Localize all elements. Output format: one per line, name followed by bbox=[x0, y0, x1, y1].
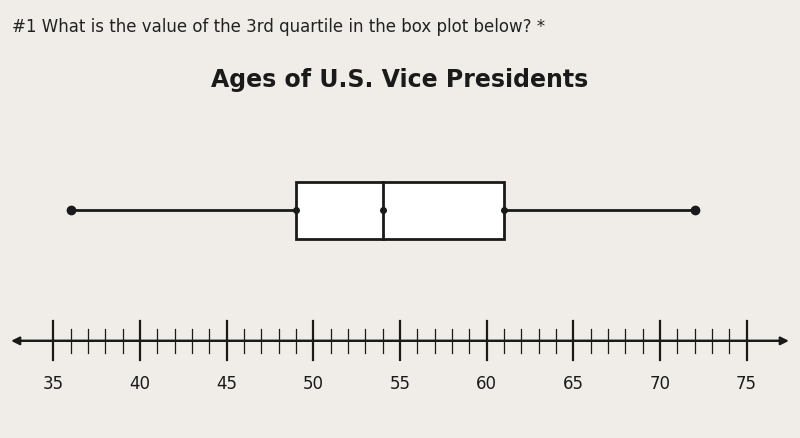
Text: 60: 60 bbox=[476, 375, 497, 393]
Text: #1 What is the value of the 3rd quartile in the box plot below? *: #1 What is the value of the 3rd quartile… bbox=[12, 18, 545, 35]
Text: 50: 50 bbox=[303, 375, 324, 393]
Text: 75: 75 bbox=[736, 375, 757, 393]
Text: Ages of U.S. Vice Presidents: Ages of U.S. Vice Presidents bbox=[211, 68, 589, 92]
Text: 40: 40 bbox=[130, 375, 150, 393]
Bar bbox=[296, 182, 504, 239]
Text: 35: 35 bbox=[43, 375, 64, 393]
Text: 70: 70 bbox=[650, 375, 670, 393]
Text: 55: 55 bbox=[390, 375, 410, 393]
Text: 45: 45 bbox=[216, 375, 237, 393]
Text: 65: 65 bbox=[563, 375, 584, 393]
